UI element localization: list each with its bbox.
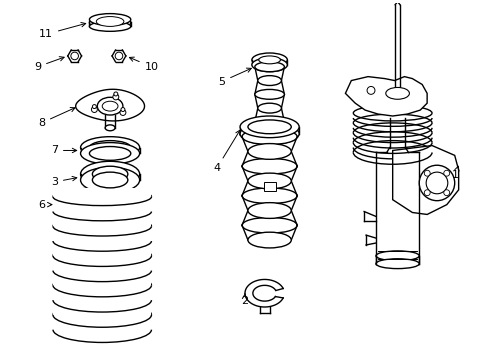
Ellipse shape — [247, 120, 291, 134]
Ellipse shape — [375, 251, 418, 261]
FancyBboxPatch shape — [53, 245, 151, 282]
Ellipse shape — [89, 15, 130, 30]
Ellipse shape — [251, 58, 287, 72]
Text: 3: 3 — [51, 176, 77, 187]
Text: 1: 1 — [451, 166, 458, 180]
FancyBboxPatch shape — [352, 127, 431, 132]
Ellipse shape — [254, 117, 284, 127]
FancyBboxPatch shape — [352, 143, 431, 148]
Polygon shape — [76, 89, 144, 121]
FancyBboxPatch shape — [53, 302, 151, 342]
Text: 11: 11 — [39, 23, 85, 39]
Ellipse shape — [81, 161, 140, 187]
Ellipse shape — [242, 129, 297, 145]
Circle shape — [91, 107, 97, 112]
Ellipse shape — [247, 232, 291, 248]
Ellipse shape — [92, 166, 127, 182]
Ellipse shape — [97, 97, 122, 115]
Ellipse shape — [96, 17, 123, 26]
Ellipse shape — [121, 108, 124, 112]
FancyBboxPatch shape — [352, 154, 431, 159]
Ellipse shape — [81, 167, 140, 193]
FancyBboxPatch shape — [352, 132, 431, 137]
Ellipse shape — [240, 123, 299, 145]
Ellipse shape — [240, 116, 299, 138]
Ellipse shape — [247, 144, 291, 159]
Ellipse shape — [242, 217, 297, 233]
FancyBboxPatch shape — [53, 216, 151, 251]
Ellipse shape — [242, 188, 297, 204]
Ellipse shape — [81, 137, 140, 158]
Circle shape — [418, 165, 454, 201]
Circle shape — [424, 170, 429, 176]
Ellipse shape — [385, 87, 408, 99]
Text: 8: 8 — [38, 108, 75, 128]
Bar — [263, 182, 275, 191]
Circle shape — [443, 170, 449, 176]
Ellipse shape — [258, 56, 280, 64]
FancyBboxPatch shape — [53, 274, 151, 312]
Circle shape — [120, 109, 125, 116]
FancyBboxPatch shape — [352, 138, 431, 143]
Ellipse shape — [89, 147, 130, 160]
Text: 5: 5 — [218, 68, 251, 86]
Ellipse shape — [257, 76, 281, 85]
Ellipse shape — [81, 143, 140, 164]
Circle shape — [115, 52, 122, 60]
Ellipse shape — [247, 173, 291, 189]
Ellipse shape — [254, 62, 284, 72]
Text: 9: 9 — [34, 57, 64, 72]
Circle shape — [113, 94, 119, 100]
Ellipse shape — [89, 141, 130, 154]
Text: 4: 4 — [213, 130, 240, 173]
Text: 6: 6 — [38, 199, 52, 210]
FancyBboxPatch shape — [352, 148, 431, 153]
Ellipse shape — [114, 92, 118, 96]
Circle shape — [425, 172, 447, 194]
Circle shape — [443, 190, 449, 195]
Text: 7: 7 — [51, 145, 77, 156]
Text: 10: 10 — [129, 57, 158, 72]
Text: 2: 2 — [240, 293, 247, 306]
Ellipse shape — [92, 105, 96, 109]
Ellipse shape — [89, 14, 130, 26]
Ellipse shape — [105, 125, 115, 131]
Ellipse shape — [89, 22, 130, 31]
Ellipse shape — [375, 259, 418, 269]
Polygon shape — [345, 77, 426, 116]
Ellipse shape — [251, 53, 287, 67]
Ellipse shape — [254, 89, 284, 99]
FancyBboxPatch shape — [352, 121, 431, 126]
Circle shape — [366, 86, 374, 94]
Ellipse shape — [247, 203, 291, 219]
FancyBboxPatch shape — [352, 159, 431, 164]
Ellipse shape — [242, 158, 297, 174]
FancyBboxPatch shape — [53, 188, 151, 221]
Polygon shape — [392, 145, 458, 215]
Ellipse shape — [102, 101, 118, 111]
Circle shape — [71, 52, 78, 60]
Circle shape — [424, 190, 429, 195]
Ellipse shape — [257, 103, 281, 113]
Ellipse shape — [92, 172, 127, 188]
